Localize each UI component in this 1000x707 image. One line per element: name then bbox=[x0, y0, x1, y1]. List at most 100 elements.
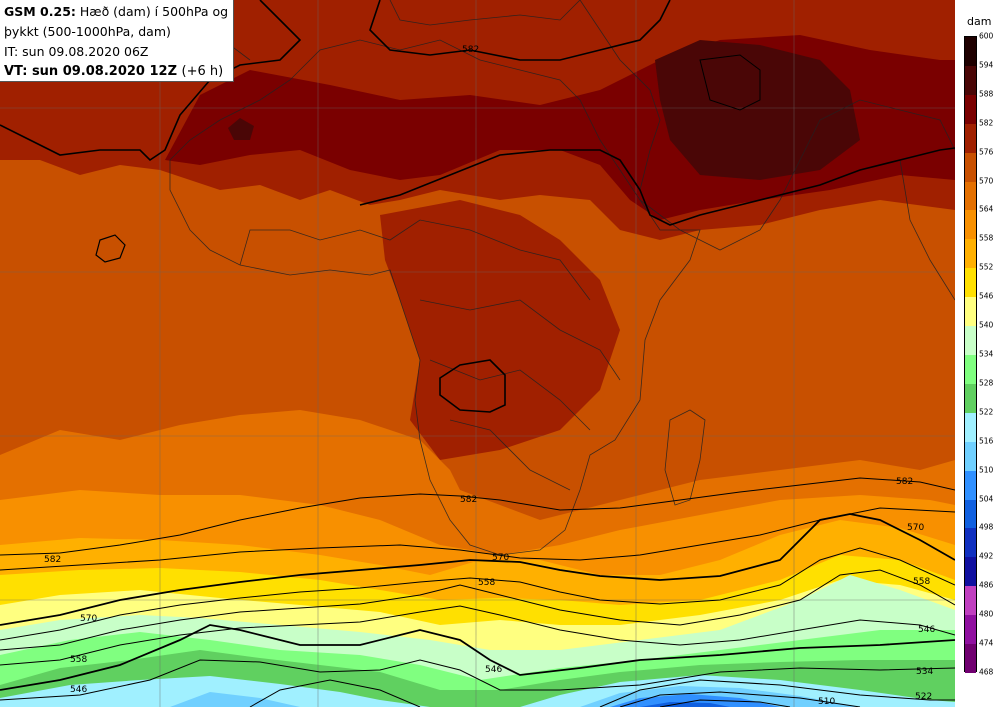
contour-label-group: 582 582 582 582 570 570 570 558 558 558 … bbox=[44, 45, 935, 707]
colorbar-segment bbox=[965, 37, 976, 67]
contour-label: 582 bbox=[896, 477, 913, 487]
contour-588-arabia bbox=[699, 54, 761, 111]
contour-label: 558 bbox=[70, 655, 87, 665]
colorbar-tick-label: 516 bbox=[979, 436, 994, 446]
colorbar-segment bbox=[965, 470, 976, 501]
colorbar-segment bbox=[965, 528, 976, 558]
contour-label: 510 bbox=[818, 697, 835, 707]
contour-582-north-b bbox=[369, 0, 671, 61]
contour-534 bbox=[249, 679, 421, 707]
contour-576-a bbox=[0, 507, 955, 571]
colorbar-tick-label: 510 bbox=[979, 465, 994, 475]
contour-label: 558 bbox=[478, 578, 495, 588]
colorbar-segment bbox=[965, 355, 976, 385]
band-516 bbox=[170, 692, 300, 707]
contour-540 bbox=[0, 659, 955, 701]
colorbar-tick-label: 588 bbox=[979, 89, 994, 99]
colorbar-segment bbox=[965, 383, 976, 414]
colorbar-tick-label: 594 bbox=[979, 60, 994, 70]
colorbar-tick-label: 540 bbox=[979, 320, 994, 330]
band-594-sahara bbox=[228, 118, 254, 140]
field-description-2: þykkt (500-1000hPa, dam) bbox=[4, 24, 171, 39]
contour-582-main bbox=[0, 477, 955, 556]
colorbar-segment bbox=[965, 152, 976, 183]
colorbar-segment bbox=[965, 326, 976, 356]
colorbar-unit: dam bbox=[967, 15, 992, 28]
forecast-offset: (+6 h) bbox=[181, 64, 224, 79]
colorbar-tick-label: 570 bbox=[979, 176, 994, 186]
valid-time: VT: sun 09.08.2020 12Z bbox=[4, 64, 177, 79]
colorbar-segment bbox=[965, 268, 976, 298]
coastlines bbox=[169, 0, 955, 556]
contour-582-guinea bbox=[95, 234, 126, 263]
map-panel[interactable]: 582 582 582 582 570 570 570 558 558 558 … bbox=[0, 0, 955, 707]
contour-label: 546 bbox=[70, 685, 87, 695]
colorbar-segment bbox=[965, 586, 976, 616]
contour-label: 570 bbox=[492, 553, 509, 563]
colorbar-segment bbox=[965, 644, 976, 674]
contour-552 bbox=[0, 605, 955, 666]
colorbar-segment bbox=[965, 297, 976, 327]
colorbar-segment bbox=[965, 557, 976, 587]
contour-label: 546 bbox=[485, 665, 502, 675]
colorbar-segment bbox=[965, 412, 976, 443]
colorbar-tick-label: 534 bbox=[979, 349, 994, 359]
contour-label: 522 bbox=[915, 692, 932, 702]
contour-label: 582 bbox=[44, 555, 61, 565]
colorbar-tick-label: 546 bbox=[979, 291, 994, 301]
colorbar-tick-label: 492 bbox=[979, 551, 994, 561]
colorbar-tick-label: 468 bbox=[979, 667, 994, 677]
field-description: Hæð (dam) í 500hPa og bbox=[79, 4, 229, 19]
contour-582-north bbox=[0, 0, 302, 162]
contour-label: 570 bbox=[907, 523, 924, 533]
colorbar-segment bbox=[965, 65, 976, 96]
colorbar bbox=[964, 36, 977, 674]
colorbar-tick-label: 582 bbox=[979, 118, 994, 128]
colorbar-tick-label: 522 bbox=[979, 407, 994, 417]
contour-label: 582 bbox=[462, 45, 479, 55]
colorbar-tick-label: 498 bbox=[979, 522, 994, 532]
contour-582-congo bbox=[439, 359, 506, 413]
colorbar-segment bbox=[965, 210, 976, 240]
colorbar-tick-label: 552 bbox=[979, 262, 994, 272]
contour-lines bbox=[0, 0, 955, 707]
band-504 bbox=[640, 702, 730, 707]
colorbar-segment bbox=[965, 123, 976, 154]
contour-546 bbox=[0, 624, 955, 691]
colorbar-tick-label: 528 bbox=[979, 378, 994, 388]
contour-label: 546 bbox=[918, 625, 935, 635]
colorbar-tick-label: 600 bbox=[979, 31, 994, 41]
colorbar-tick-label: 564 bbox=[979, 204, 994, 214]
colorbar-tick-label: 486 bbox=[979, 580, 994, 590]
initial-time: IT: sun 09.08.2020 06Z bbox=[4, 44, 149, 59]
colorbar-segment bbox=[965, 441, 976, 472]
geopotential-thickness-map: 582 582 582 582 570 570 570 558 558 558 … bbox=[0, 0, 955, 707]
colorbar-tick-label: 558 bbox=[979, 233, 994, 243]
colorbar-segment bbox=[965, 615, 976, 645]
forecast-info-box: GSM 0.25: Hæð (dam) í 500hPa og þykkt (5… bbox=[0, 0, 234, 82]
colorbar-segment bbox=[965, 94, 976, 125]
contour-528 bbox=[599, 679, 955, 707]
contour-516 bbox=[659, 699, 791, 707]
info-line-1: GSM 0.25: Hæð (dam) í 500hPa og bbox=[4, 2, 233, 22]
contour-558 bbox=[0, 569, 955, 651]
band-522 bbox=[0, 676, 430, 707]
colorbar-tick-label: 474 bbox=[979, 638, 994, 648]
colorbar-tick-label: 480 bbox=[979, 609, 994, 619]
contour-570 bbox=[0, 513, 955, 626]
contour-564 bbox=[0, 547, 955, 641]
contour-label: 558 bbox=[913, 577, 930, 587]
colorbar-segment bbox=[965, 239, 976, 269]
contour-582-sahel bbox=[359, 147, 955, 226]
contour-label: 534 bbox=[916, 667, 933, 677]
lat-lon-grid bbox=[0, 0, 955, 707]
colorbar-tick-label: 504 bbox=[979, 494, 994, 504]
band-594 bbox=[655, 40, 860, 180]
colorbar-segment bbox=[965, 499, 976, 529]
contour-label: 570 bbox=[80, 614, 97, 624]
model-name: GSM 0.25: bbox=[4, 4, 76, 19]
contour-label: 582 bbox=[460, 495, 477, 505]
contour-522 bbox=[619, 691, 861, 707]
colorbar-segment bbox=[965, 181, 976, 211]
colorbar-tick-label: 576 bbox=[979, 147, 994, 157]
